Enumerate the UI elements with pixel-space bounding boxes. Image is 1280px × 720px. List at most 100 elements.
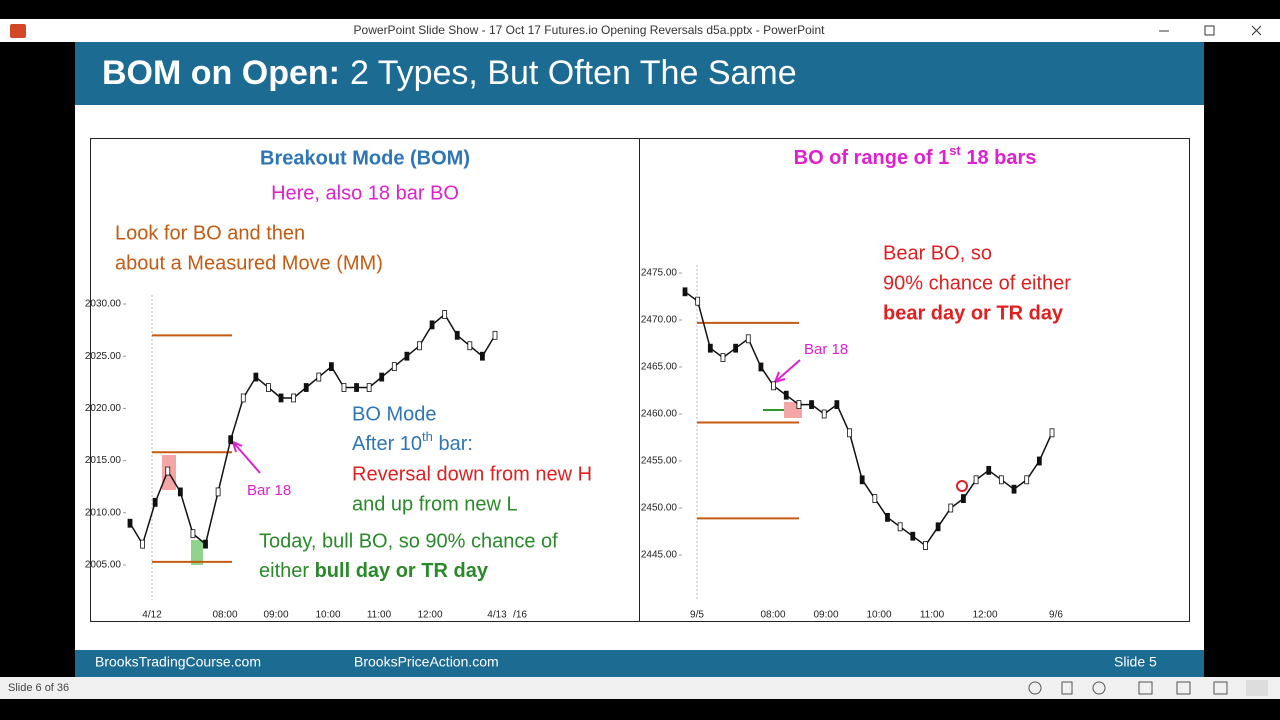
y-tick-label: 2445.00 <box>641 550 678 561</box>
left-heading: Breakout Mode (BOM) <box>260 147 470 169</box>
y-tick-label: 2005.00 <box>85 560 122 571</box>
price-bar <box>986 465 992 475</box>
price-bar <box>404 351 410 361</box>
price-bar <box>215 487 221 497</box>
price-bar <box>165 466 171 476</box>
y-tick-label: 2015.00 <box>85 455 122 466</box>
y-tick-label: 2460.00 <box>641 409 678 420</box>
price-bar <box>897 522 903 532</box>
price-bar <box>973 475 979 485</box>
normal-view-button[interactable] <box>1138 681 1153 695</box>
x-tick-label: 10:00 <box>866 610 891 621</box>
text-part: either <box>259 560 315 582</box>
price-bar <box>303 383 309 392</box>
price-bar <box>872 494 878 504</box>
x-tick-label: 12:00 <box>417 610 442 621</box>
price-bar <box>758 362 764 372</box>
price-bar <box>998 475 1004 485</box>
price-bar <box>379 372 385 382</box>
left-subheading: Here, also 18 bar BO <box>271 182 459 204</box>
price-bar <box>961 494 966 504</box>
app-icon <box>10 24 26 38</box>
bear-text: bear day or TR day <box>883 302 1064 324</box>
price-bar <box>695 296 701 306</box>
next-button[interactable] <box>1092 681 1106 695</box>
reading-view-button[interactable] <box>1213 681 1228 695</box>
text-part: bull day or TR day <box>315 560 489 582</box>
arrow <box>774 359 801 383</box>
x-tick-label: 11:00 <box>367 610 392 621</box>
slide-title-rest: 2 Types, But Often The Same <box>350 54 797 92</box>
y-tick-label: 2465.00 <box>641 362 678 373</box>
price-bar <box>228 435 234 445</box>
text-part: 18 bars <box>961 147 1037 169</box>
price-bar <box>341 383 347 392</box>
right-heading: BO of range of 1st 18 bars <box>794 143 1037 169</box>
price-bar <box>492 330 498 340</box>
x-tick-label: 9/5 <box>690 610 704 621</box>
slide-title-bold: BOM on Open: <box>102 54 340 92</box>
x-tick-label: 08:00 <box>212 610 237 621</box>
price-bar <box>859 475 865 485</box>
x-tick-label: 4/13 <box>487 610 507 621</box>
marker <box>956 480 968 492</box>
close-button[interactable] <box>1251 25 1262 36</box>
price-bar <box>140 539 145 549</box>
y-tick-label: 2470.00 <box>641 315 678 326</box>
title-bar <box>0 19 1280 42</box>
price-bar <box>847 428 852 438</box>
price-bar <box>417 341 422 351</box>
footer-center: BrooksPriceAction.com <box>354 654 499 670</box>
y-tick-label: 2010.00 <box>85 507 122 518</box>
x-tick-label: 10:00 <box>315 610 340 621</box>
today-text: Today, bull BO, so 90% chance of <box>259 530 558 552</box>
x-tick-label: 9/6 <box>1049 610 1063 621</box>
x-tick-label: 09:00 <box>263 610 288 621</box>
price-bar <box>745 334 751 344</box>
price-bar <box>1049 428 1055 438</box>
price-bar <box>821 409 827 419</box>
highlight <box>191 540 203 565</box>
price-bar <box>1024 475 1030 485</box>
price-bar <box>707 343 713 353</box>
y-tick-label: 2025.00 <box>85 351 122 362</box>
note-line: about a Measured Move (MM) <box>115 252 383 274</box>
price-bar <box>391 362 397 372</box>
x-tick-label: 12:00 <box>972 610 997 621</box>
y-tick-label: 2475.00 <box>641 268 678 279</box>
price-bar <box>266 383 271 392</box>
menu-button[interactable] <box>1061 681 1073 695</box>
price-bar <box>1011 484 1017 494</box>
reversal-text: Reversal down from new H <box>352 463 592 485</box>
y-tick-label: 2450.00 <box>641 503 678 514</box>
bear-text: Bear BO, so <box>883 242 992 264</box>
text-part: After 10 <box>352 433 422 455</box>
x-tick-label: 11:00 <box>920 610 945 621</box>
slideshow-button[interactable] <box>1246 680 1268 696</box>
x-tick-label: 09:00 <box>813 610 838 621</box>
price-bar <box>948 503 954 513</box>
sorter-view-button[interactable] <box>1176 681 1191 695</box>
restore-button[interactable] <box>1204 25 1215 36</box>
price-bar <box>240 393 246 403</box>
price-bar <box>885 513 890 522</box>
price-bar <box>783 390 789 400</box>
price-bar <box>796 400 802 410</box>
footer-left: BrooksTradingCourse.com <box>95 654 261 670</box>
price-bar <box>354 383 359 392</box>
price-bar <box>278 393 284 403</box>
price-bar <box>291 393 297 403</box>
slide-count: Slide 6 of 36 <box>8 682 69 694</box>
x-tick-label: 4/12 <box>142 610 162 621</box>
price-bar <box>316 372 322 382</box>
bar-label: Bar 18 <box>247 482 291 499</box>
price-bar <box>923 541 928 550</box>
price-bar <box>429 320 435 330</box>
superscript: th <box>422 429 433 444</box>
prev-button[interactable] <box>1028 681 1042 695</box>
price-bar <box>467 341 473 351</box>
price-bar <box>771 381 776 391</box>
reversal-text: and up from new L <box>352 493 518 515</box>
